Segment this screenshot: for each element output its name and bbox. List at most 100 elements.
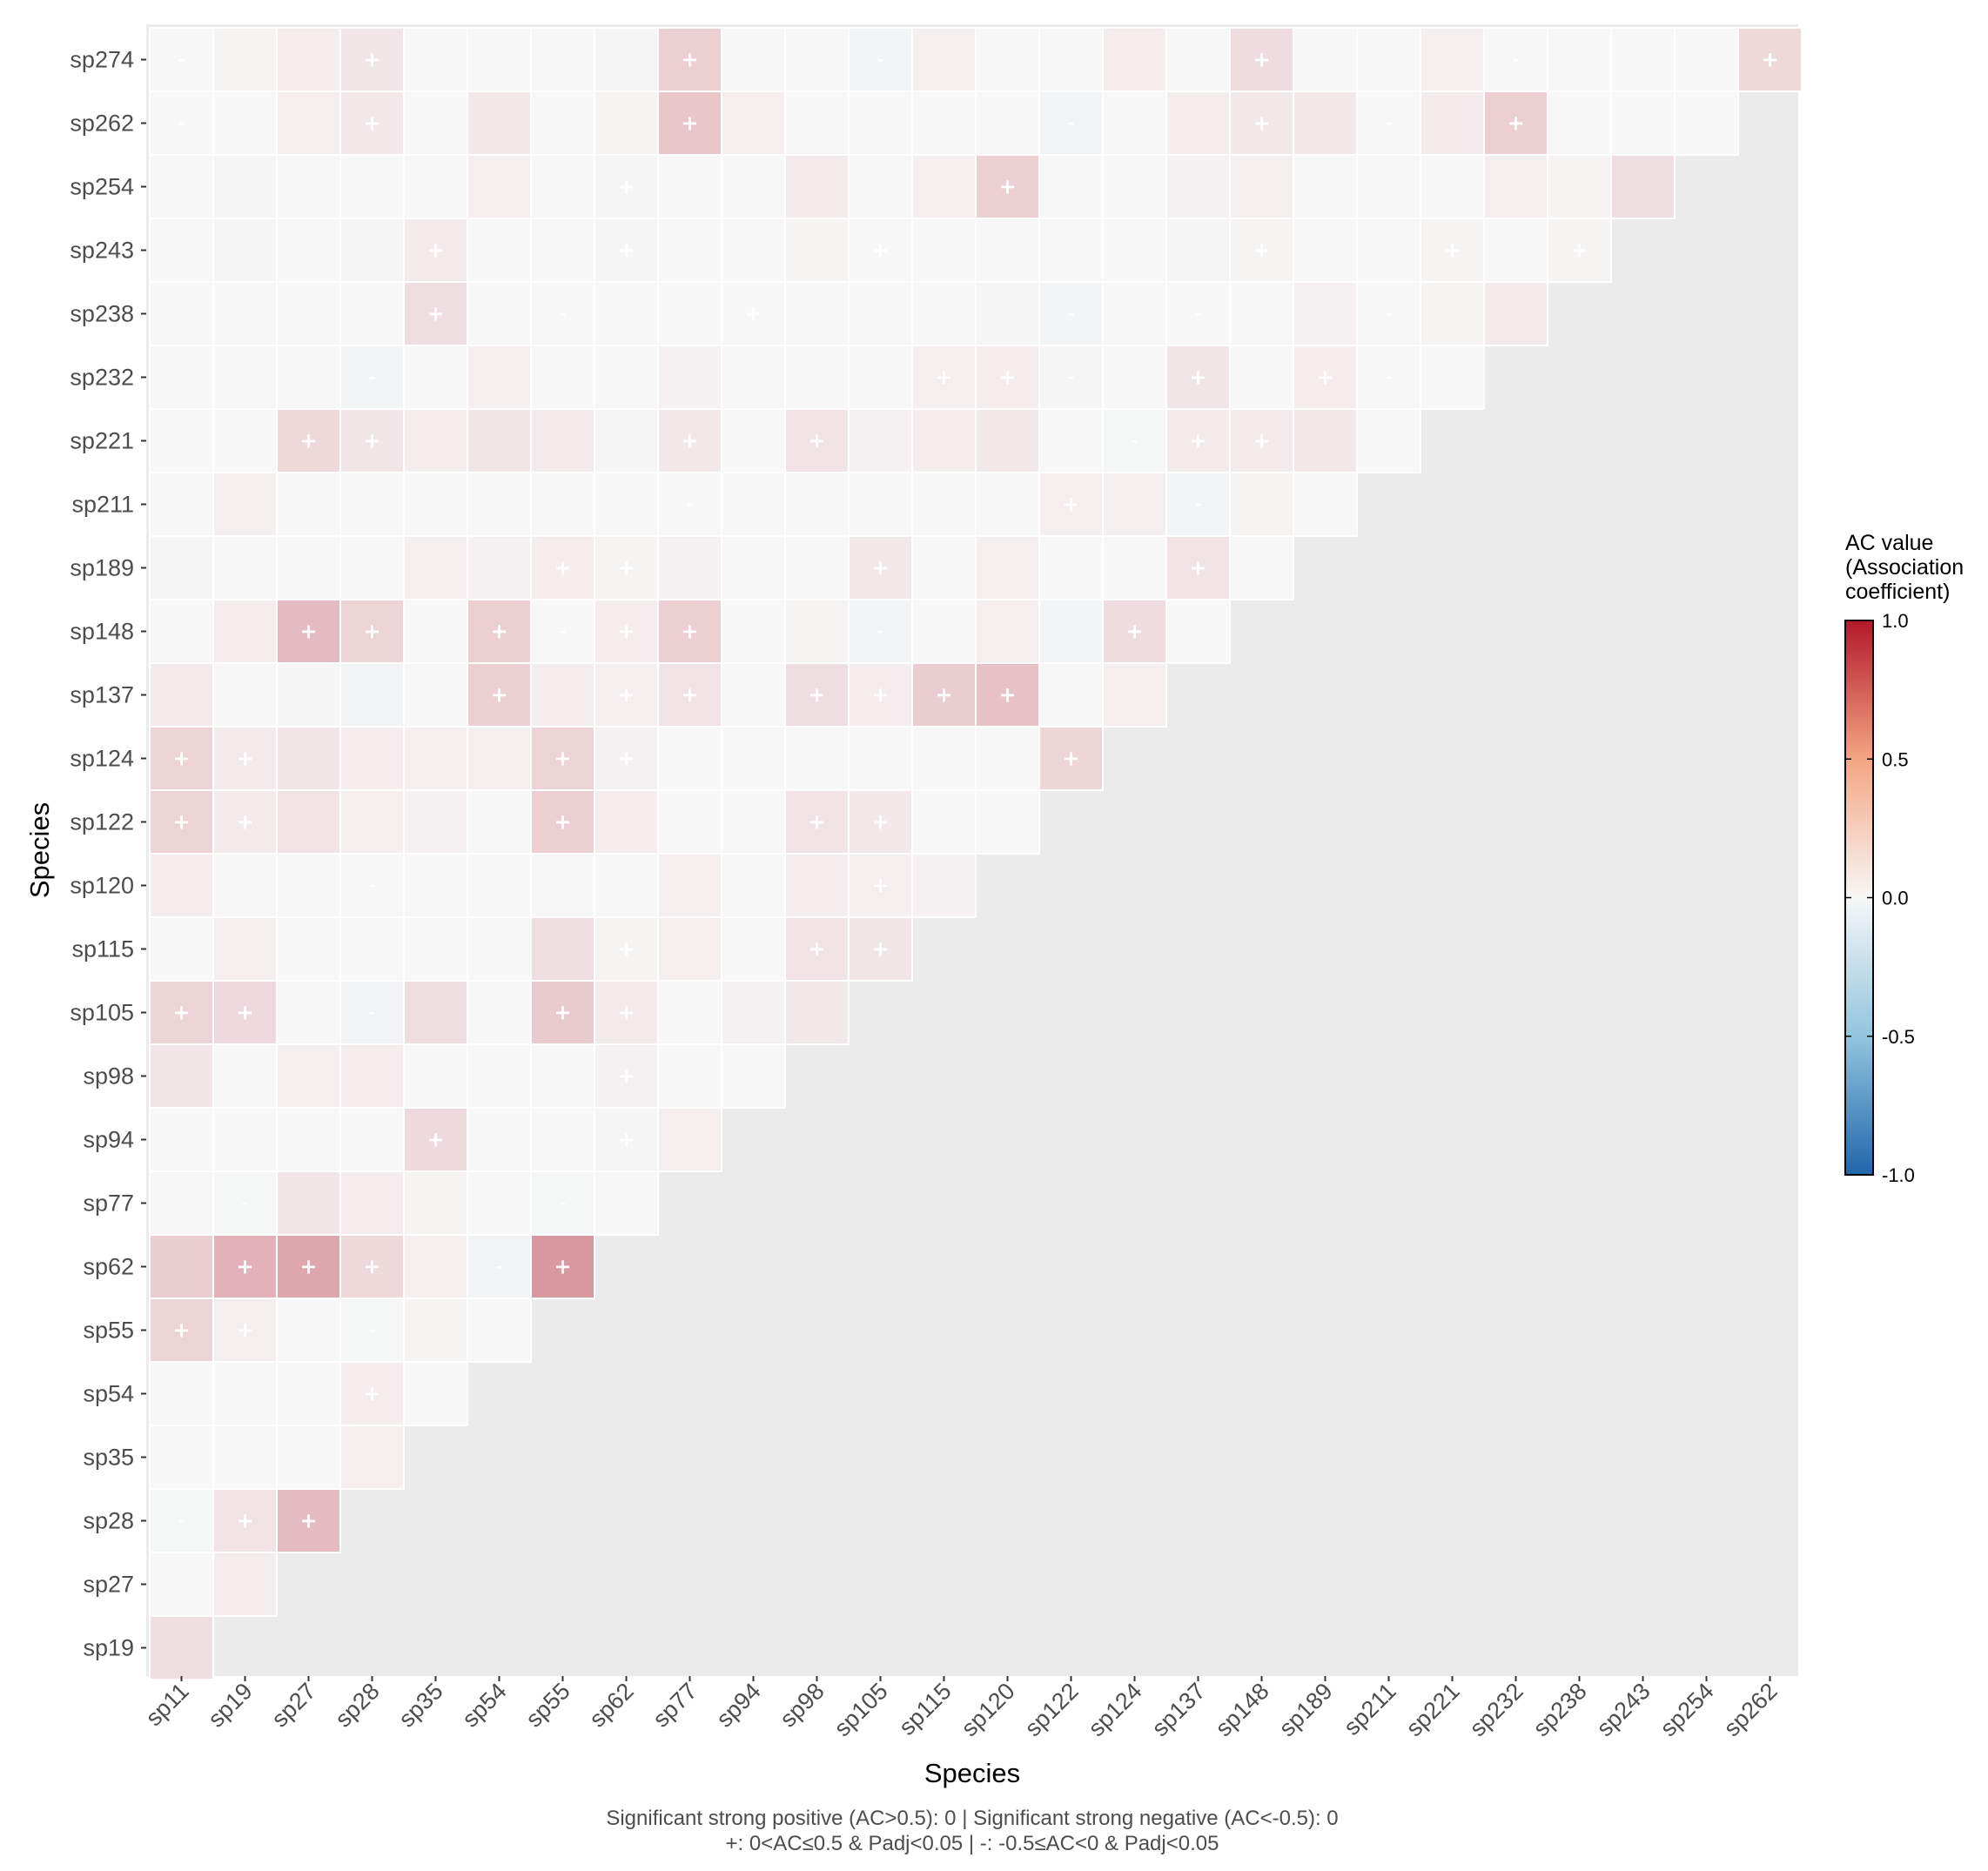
heatmap-cell xyxy=(149,1425,214,1490)
caption-line-1: Significant strong positive (AC>0.5): 0 … xyxy=(606,1807,1338,1830)
significance-mark: - xyxy=(560,305,566,324)
heatmap-cell xyxy=(403,599,468,664)
heatmap-cell xyxy=(149,1488,214,1553)
y-tick-label: sp274 xyxy=(70,47,134,73)
heatmap-cell xyxy=(1420,281,1485,346)
heatmap-cell xyxy=(467,1170,532,1236)
significance-mark: - xyxy=(1386,115,1392,133)
significance-mark: + xyxy=(236,810,253,835)
significance-mark: - xyxy=(560,623,566,641)
significance-mark: - xyxy=(1195,305,1201,324)
significance-mark: + xyxy=(1062,493,1079,517)
heatmap-cell xyxy=(721,1043,786,1109)
heatmap-cell xyxy=(848,853,913,918)
significance-mark: - xyxy=(1068,115,1074,133)
heatmap-cell xyxy=(149,599,214,664)
x-tick-label: sp137 xyxy=(1147,1678,1211,1741)
heatmap-cell xyxy=(784,535,850,600)
significance-mark: + xyxy=(617,1128,635,1152)
y-tick-label: sp19 xyxy=(83,1635,134,1661)
heatmap-cell xyxy=(149,1234,214,1299)
heatmap-cell xyxy=(467,154,532,219)
heatmap-cell xyxy=(848,789,913,855)
heatmap-cell xyxy=(1293,472,1358,537)
heatmap-cell xyxy=(1356,408,1421,473)
significance-mark: + xyxy=(1443,238,1461,263)
heatmap-cell xyxy=(848,662,913,728)
heatmap-cell xyxy=(594,726,659,791)
heatmap-cell xyxy=(975,218,1040,283)
heatmap-cell xyxy=(1420,27,1485,92)
heatmap-cell xyxy=(530,1107,595,1172)
heatmap-cell xyxy=(1165,91,1231,156)
x-tick-label: sp254 xyxy=(1656,1678,1719,1741)
x-tick-label: sp77 xyxy=(648,1678,702,1733)
heatmap-cell xyxy=(339,1107,405,1172)
heatmap-cell xyxy=(721,980,786,1045)
heatmap-cell xyxy=(467,980,532,1045)
significance-mark: + xyxy=(617,1001,635,1025)
heatmap-cell xyxy=(403,662,468,728)
significance-mark: - xyxy=(242,1195,248,1213)
heatmap-cell xyxy=(212,281,278,346)
significance-mark: + xyxy=(998,175,1016,199)
heatmap-cell xyxy=(1102,472,1167,537)
heatmap-cell xyxy=(467,408,532,473)
y-axis-title: Species xyxy=(24,802,55,898)
y-tick-label: sp211 xyxy=(71,492,134,518)
heatmap-cell xyxy=(1038,535,1104,600)
heatmap-cell xyxy=(1102,662,1167,728)
heatmap-cell xyxy=(1420,345,1485,410)
significance-mark: - xyxy=(369,877,375,895)
heatmap-cell xyxy=(403,1043,468,1109)
heatmap-cell xyxy=(848,472,913,537)
heatmap-cell xyxy=(594,345,659,410)
heatmap-cell xyxy=(467,853,532,918)
significance-mark: + xyxy=(998,365,1016,390)
heatmap-cell xyxy=(784,154,850,219)
heatmap-cell xyxy=(1038,218,1104,283)
y-tick-label: sp94 xyxy=(83,1127,134,1153)
heatmap-cell xyxy=(594,154,659,219)
heatmap-cell xyxy=(339,1234,405,1299)
heatmap-cell xyxy=(657,281,722,346)
heatmap-cell xyxy=(212,789,278,855)
heatmap-cell xyxy=(657,154,722,219)
heatmap-cell xyxy=(212,1488,278,1553)
heatmap-cell xyxy=(721,27,786,92)
significance-mark: + xyxy=(363,1382,380,1406)
heatmap-cell xyxy=(339,218,405,283)
heatmap-cell xyxy=(1420,154,1485,219)
heatmap-cell xyxy=(212,345,278,410)
heatmap-cell xyxy=(530,472,595,537)
heatmap-cell xyxy=(212,218,278,283)
heatmap-cell xyxy=(212,1043,278,1109)
heatmap-cell xyxy=(1038,662,1104,728)
y-tick-label: sp98 xyxy=(83,1063,134,1090)
heatmap-cell xyxy=(1293,218,1358,283)
legend-title-line-3: coefficient) xyxy=(1845,580,1950,604)
significance-mark: + xyxy=(363,620,380,644)
heatmap-cell xyxy=(467,27,532,92)
heatmap-cell xyxy=(1165,345,1231,410)
x-tick-label: sp98 xyxy=(775,1678,829,1733)
heatmap-cell xyxy=(848,408,913,473)
legend-tick-label: 0.0 xyxy=(1882,888,1909,909)
heatmap-cell xyxy=(721,853,786,918)
significance-mark: + xyxy=(617,175,635,199)
heatmap-cell xyxy=(149,535,214,600)
significance-mark: + xyxy=(681,111,698,136)
heatmap-cell xyxy=(594,599,659,664)
y-tick-label: sp254 xyxy=(70,174,134,200)
heatmap-cell xyxy=(1229,408,1294,473)
y-tick-label: sp238 xyxy=(70,301,134,327)
significance-mark: - xyxy=(1068,305,1074,324)
heatmap-cell xyxy=(403,154,468,219)
heatmap-cell xyxy=(1038,726,1104,791)
y-tick-label: sp115 xyxy=(71,936,134,962)
heatmap-cell xyxy=(657,853,722,918)
y-tick-label: sp243 xyxy=(70,238,134,264)
heatmap-cell xyxy=(149,916,214,982)
x-tick-label: sp262 xyxy=(1719,1678,1783,1741)
heatmap-cell xyxy=(1737,27,1803,92)
